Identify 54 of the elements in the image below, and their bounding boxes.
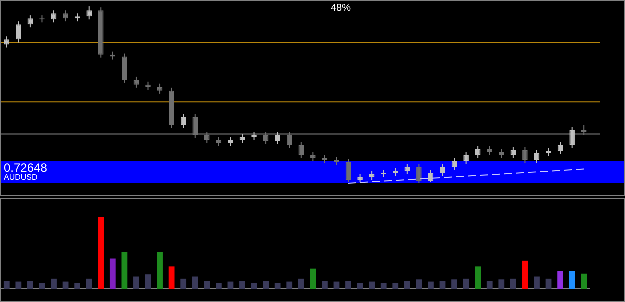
bar xyxy=(204,281,210,289)
bar xyxy=(346,281,352,289)
bar xyxy=(510,278,516,289)
bar xyxy=(263,281,269,289)
bar xyxy=(310,268,316,289)
bar xyxy=(122,252,128,289)
bar xyxy=(334,282,340,289)
bar xyxy=(192,276,198,289)
bar xyxy=(168,266,175,289)
bar xyxy=(369,282,376,289)
bar xyxy=(39,283,46,289)
bar xyxy=(440,281,446,289)
annotation: 0.72648 xyxy=(4,161,48,176)
bar xyxy=(534,276,540,289)
bar xyxy=(404,281,410,289)
bar xyxy=(228,282,234,289)
annotation: 48% xyxy=(331,3,352,14)
bar xyxy=(581,274,588,289)
bar xyxy=(216,283,222,289)
candlestick xyxy=(252,132,257,141)
bar xyxy=(74,283,81,289)
bar xyxy=(180,278,187,289)
bar xyxy=(51,278,57,289)
bar xyxy=(380,283,387,289)
bar xyxy=(558,271,564,289)
bar xyxy=(251,283,258,289)
bar xyxy=(475,266,482,289)
bar xyxy=(274,283,281,289)
bar xyxy=(134,276,140,289)
bar xyxy=(28,281,34,289)
bar xyxy=(110,258,116,289)
bar xyxy=(546,278,552,289)
bar xyxy=(569,271,576,289)
bar xyxy=(428,282,434,289)
bar xyxy=(4,281,10,289)
bar xyxy=(463,278,470,289)
bar xyxy=(286,282,293,289)
bar xyxy=(522,260,528,289)
bar xyxy=(498,280,505,289)
bar xyxy=(98,217,104,289)
bar xyxy=(486,281,493,289)
bar xyxy=(16,282,22,289)
bar xyxy=(357,283,364,289)
bar xyxy=(392,283,399,289)
bar xyxy=(86,278,92,289)
bar xyxy=(62,282,69,289)
bar xyxy=(157,252,163,289)
bar xyxy=(452,280,458,289)
bar xyxy=(416,280,422,289)
bar xyxy=(240,281,246,289)
annotation: AUDUSD xyxy=(4,173,38,182)
bar xyxy=(298,278,304,289)
bar xyxy=(322,281,328,289)
bar xyxy=(145,274,152,289)
